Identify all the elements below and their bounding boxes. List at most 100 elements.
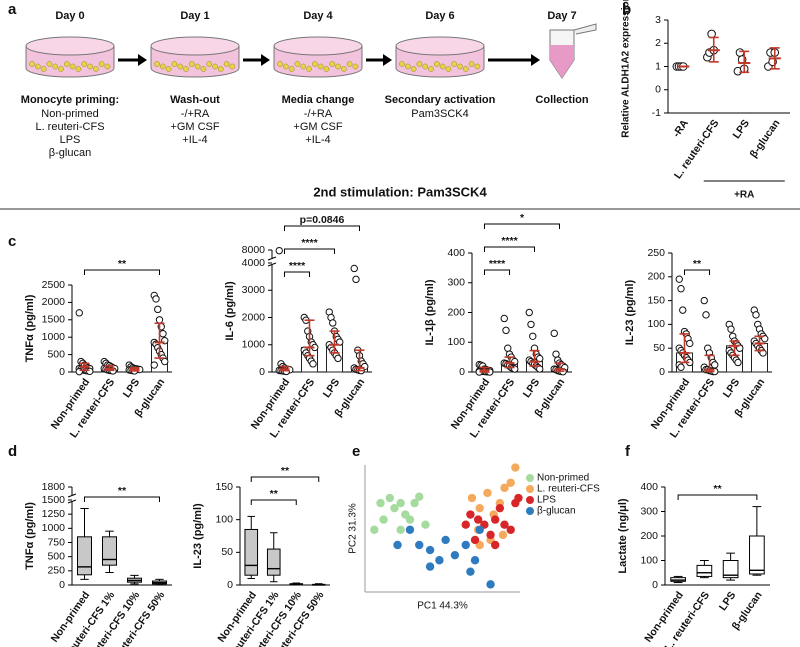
significance-bracket [484,223,560,229]
point [735,48,745,57]
cell [52,63,59,70]
significance-label: ** [281,465,290,477]
legend-swatch [526,474,534,482]
y-tick-label: 0 [59,366,65,378]
cell [58,66,64,72]
cell [206,61,213,67]
tube-liquid [550,45,574,78]
dish-top [150,36,240,56]
point [410,498,419,508]
cell [451,61,458,67]
box [266,548,281,576]
box [696,564,713,577]
y-tick-label: 300 [447,277,465,289]
y-tick-label: 400 [640,481,658,493]
x-tick-label: LPS [717,589,739,613]
point [506,478,515,487]
significance-bracket [284,225,360,231]
tube-cap [573,23,597,35]
point [350,264,358,273]
point [707,29,716,39]
point [396,498,405,508]
cell [462,66,469,72]
cell [445,66,452,72]
point [390,503,399,513]
cell [277,61,283,67]
step-line: +IL-4 [305,134,330,146]
cell [194,63,201,70]
y-tick-label: 200 [447,306,465,318]
y-tick-label: 1000 [42,331,66,343]
point [396,525,405,534]
point [686,339,694,348]
y-tick-label: 100 [640,554,658,566]
legend-label: Non-primed [537,473,589,484]
point [75,367,83,376]
step-line: Pam3SCK4 [411,108,468,120]
y-tick-label: 0 [655,84,661,96]
group-label: +RA [734,190,754,201]
point [385,493,394,503]
significance-bracket [284,248,335,254]
panel-label: c [8,233,16,250]
cell [200,66,207,72]
y-tick-label: 0 [259,366,265,378]
significance-label: * [520,212,525,224]
point [486,530,495,540]
panel-label: a [8,1,17,18]
point [486,580,495,589]
point [506,525,515,534]
cell [300,63,307,70]
cell [306,66,312,72]
significance-bracket [284,271,310,277]
cell [329,61,336,67]
y-tick-label: 50 [221,546,233,558]
y-tick-label: 1500 [42,494,66,506]
cell [317,63,324,70]
dish-top [273,36,363,56]
point [473,515,483,524]
point [405,515,415,524]
axis-break [267,256,277,261]
significance-bracket [250,476,320,482]
point [370,525,379,534]
legend-label: L. reuteri-CFS [537,484,600,495]
cell [468,61,475,67]
y-tick-label: 2 [655,37,661,49]
cell [323,66,330,72]
cell [154,61,160,67]
point [500,483,509,493]
step-day: Day 7 [547,10,576,22]
step-line: β-glucan [49,147,91,159]
point [75,309,83,317]
cell [104,63,111,70]
significance-label: **** [289,260,306,272]
y-tick-label: 1000 [42,522,66,534]
y-tick-label: 500 [47,348,65,360]
y-tick-label: 50 [653,342,665,354]
cell [34,63,41,70]
step-line: +GM CSF [170,121,219,133]
x-tick-label: -RA [670,117,691,140]
x-tick-label: LPS [321,376,343,400]
step-day: Day 1 [180,10,209,22]
axis-break [67,493,77,498]
panel-label: e [352,443,360,460]
y-tick-label: 300 [640,505,658,517]
point [677,363,685,371]
significance-label: ** [693,258,702,270]
point [675,275,683,283]
cell [81,61,88,67]
point [527,320,535,329]
cell [98,61,105,67]
point [475,525,484,534]
point [405,525,415,534]
dish-top [395,36,485,56]
point [679,306,687,314]
y-axis-label: IL-23 (pg/ml) [192,503,204,569]
panel-label: b [622,1,631,18]
y-tick-label: 4000 [242,257,266,269]
legend-label: β-glucan [537,506,576,517]
point [491,515,500,524]
x-tick-label: LPS [521,376,543,400]
